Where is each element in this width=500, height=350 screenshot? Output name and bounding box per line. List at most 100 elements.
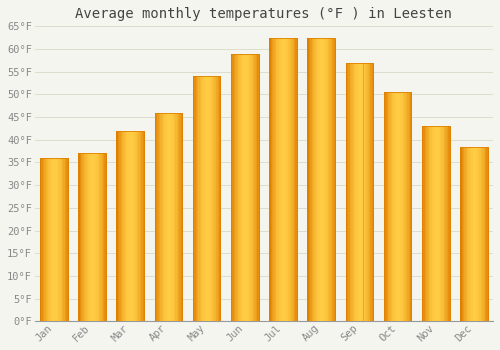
Bar xyxy=(138,131,140,321)
Bar xyxy=(370,63,372,321)
Bar xyxy=(481,147,482,321)
Bar xyxy=(90,153,92,321)
Bar xyxy=(219,76,220,321)
Bar xyxy=(428,126,429,321)
Bar xyxy=(180,113,181,321)
Bar xyxy=(280,38,281,321)
Bar xyxy=(394,92,395,321)
Bar xyxy=(116,131,144,321)
Bar xyxy=(119,131,120,321)
Bar xyxy=(352,63,354,321)
Bar xyxy=(140,131,141,321)
Bar xyxy=(231,54,258,321)
Bar xyxy=(362,63,364,321)
Bar xyxy=(326,38,328,321)
Bar xyxy=(422,126,424,321)
Bar xyxy=(62,158,64,321)
Bar xyxy=(124,131,126,321)
Bar xyxy=(252,54,253,321)
Bar xyxy=(278,38,279,321)
Bar xyxy=(171,113,172,321)
Bar xyxy=(346,63,373,321)
Bar xyxy=(355,63,356,321)
Bar xyxy=(66,158,68,321)
Bar xyxy=(422,126,450,321)
Bar xyxy=(284,38,286,321)
Bar xyxy=(444,126,446,321)
Bar xyxy=(65,158,66,321)
Bar xyxy=(126,131,128,321)
Bar xyxy=(55,158,56,321)
Bar xyxy=(476,147,478,321)
Bar xyxy=(320,38,321,321)
Bar xyxy=(174,113,176,321)
Bar xyxy=(100,153,102,321)
Bar xyxy=(392,92,394,321)
Bar xyxy=(40,158,68,321)
Bar xyxy=(321,38,322,321)
Bar xyxy=(462,147,463,321)
Bar xyxy=(232,54,234,321)
Bar xyxy=(134,131,136,321)
Bar xyxy=(129,131,130,321)
Bar xyxy=(208,76,210,321)
Bar xyxy=(142,131,144,321)
Bar xyxy=(198,76,200,321)
Bar xyxy=(246,54,248,321)
Bar xyxy=(86,153,88,321)
Bar xyxy=(81,153,82,321)
Bar xyxy=(166,113,167,321)
Bar xyxy=(60,158,62,321)
Bar xyxy=(328,38,330,321)
Bar xyxy=(410,92,412,321)
Bar xyxy=(460,147,487,321)
Bar xyxy=(46,158,47,321)
Bar xyxy=(238,54,240,321)
Bar xyxy=(160,113,162,321)
Bar xyxy=(466,147,467,321)
Bar xyxy=(254,54,256,321)
Bar xyxy=(294,38,296,321)
Bar xyxy=(406,92,407,321)
Bar xyxy=(471,147,472,321)
Bar xyxy=(390,92,392,321)
Bar xyxy=(216,76,218,321)
Bar xyxy=(242,54,244,321)
Bar xyxy=(200,76,201,321)
Bar xyxy=(288,38,290,321)
Bar xyxy=(78,153,106,321)
Bar xyxy=(235,54,236,321)
Bar xyxy=(467,147,468,321)
Bar xyxy=(78,153,80,321)
Bar xyxy=(368,63,369,321)
Bar xyxy=(116,131,144,321)
Bar xyxy=(287,38,288,321)
Bar xyxy=(206,76,208,321)
Bar xyxy=(176,113,178,321)
Bar xyxy=(398,92,399,321)
Bar xyxy=(369,63,370,321)
Bar xyxy=(385,92,386,321)
Bar xyxy=(292,38,294,321)
Bar xyxy=(347,63,348,321)
Bar xyxy=(403,92,404,321)
Bar xyxy=(422,126,450,321)
Bar xyxy=(88,153,90,321)
Bar xyxy=(133,131,134,321)
Bar xyxy=(346,63,373,321)
Bar xyxy=(314,38,316,321)
Bar xyxy=(286,38,287,321)
Bar xyxy=(103,153,104,321)
Bar xyxy=(472,147,474,321)
Bar xyxy=(468,147,470,321)
Bar xyxy=(170,113,171,321)
Bar xyxy=(154,113,182,321)
Bar xyxy=(310,38,312,321)
Bar xyxy=(364,63,365,321)
Bar xyxy=(322,38,324,321)
Bar xyxy=(250,54,252,321)
Bar xyxy=(159,113,160,321)
Bar xyxy=(256,54,257,321)
Bar xyxy=(202,76,204,321)
Bar xyxy=(372,63,373,321)
